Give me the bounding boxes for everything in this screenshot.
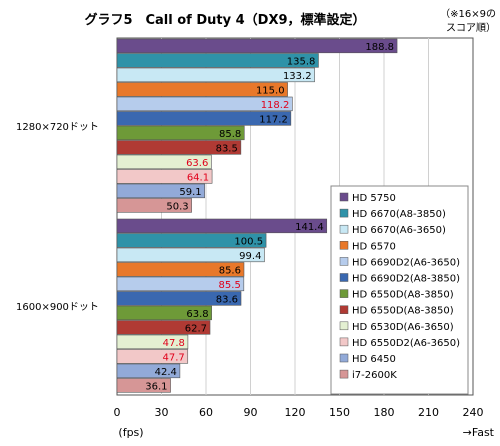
- bar-value-label: 133.2: [283, 71, 312, 82]
- bar-value-label: 85.5: [219, 280, 241, 291]
- bar-value-label: 135.8: [287, 56, 316, 67]
- bar: [116, 218, 328, 234]
- legend-label: HD 6670(A8-3850): [352, 209, 446, 220]
- legend-swatch: [339, 192, 349, 202]
- x-tick-label: 30: [155, 406, 169, 419]
- legend-label: HD 5750: [352, 193, 396, 204]
- bar: [116, 233, 267, 248]
- x-tick-label: 240: [463, 406, 484, 419]
- legend-label: HD 6450: [352, 354, 396, 365]
- legend-label: i7-2600K: [352, 370, 397, 381]
- bar-value-label: 115.0: [256, 85, 285, 96]
- legend-swatch: [339, 273, 349, 282]
- x-tick-label: 120: [285, 406, 306, 419]
- group-label: 1280×720ドット: [16, 122, 99, 133]
- bar: [116, 183, 205, 199]
- x-tick-label: 90: [244, 406, 258, 419]
- legend-swatch: [339, 241, 349, 250]
- bar-value-label: 83.6: [216, 294, 238, 305]
- bar: [116, 334, 189, 350]
- legend-swatch: [339, 369, 349, 379]
- legend-label: HD 6550D2(A6-3650): [352, 338, 460, 349]
- bar: [116, 320, 211, 335]
- bar: [116, 198, 192, 213]
- legend-swatch: [339, 208, 349, 218]
- bar: [116, 363, 181, 379]
- bar-value-label: 85.8: [219, 129, 241, 140]
- bar-value-label: 141.4: [295, 222, 324, 233]
- bar: [116, 262, 245, 277]
- legend-label: HD 6690D2(A6-3650): [352, 257, 460, 268]
- x-tick-label: 0: [114, 406, 121, 419]
- x-axis-title: (fps): [118, 426, 143, 439]
- x-tick-label: 210: [418, 406, 439, 419]
- bar: [116, 247, 265, 263]
- chart-note-line1: （※16×9の: [440, 8, 496, 20]
- bar-value-label: 83.5: [216, 143, 238, 154]
- x-tick-label: 180: [374, 406, 395, 419]
- legend-swatch: [339, 224, 349, 234]
- bar: [116, 154, 212, 170]
- bar-value-label: 118.2: [261, 100, 290, 111]
- bar: [116, 378, 171, 393]
- legend-swatch: [339, 257, 349, 266]
- bar: [116, 38, 398, 54]
- bar-value-label: 62.7: [185, 323, 207, 334]
- bar: [116, 276, 245, 292]
- legend-label: HD 6550D(A8-3850): [352, 290, 454, 301]
- legend-box: [330, 185, 469, 395]
- bar: [116, 291, 242, 306]
- bar-value-label: 63.8: [186, 309, 208, 320]
- bar-value-label: 188.8: [365, 42, 394, 53]
- bar-value-label: 100.5: [234, 236, 263, 247]
- bar-value-label: 63.6: [186, 158, 208, 169]
- bar-value-label: 59.1: [179, 187, 201, 198]
- legend-swatch: [339, 305, 349, 314]
- bar-value-label: 42.4: [155, 367, 177, 378]
- bar: [116, 67, 315, 83]
- legend-swatch: [339, 337, 349, 347]
- bar-value-label: 36.1: [145, 381, 167, 392]
- legend-label: HD 6670(A6-3650): [352, 225, 446, 236]
- chart-title: グラフ5 Call of Duty 4（DX9，標準設定）: [84, 12, 365, 28]
- bar: [116, 53, 319, 68]
- bar: [116, 305, 212, 321]
- legend-label: HD 6690D2(A8-3850): [352, 274, 460, 285]
- bar: [116, 96, 293, 112]
- bar-value-label: 64.1: [187, 172, 209, 183]
- legend-label: HD 6570: [352, 241, 396, 252]
- legend-swatch: [339, 321, 349, 331]
- bar: [116, 169, 213, 184]
- bar: [116, 111, 292, 126]
- bar: [116, 125, 245, 141]
- bar-value-label: 99.4: [239, 251, 261, 262]
- x-tick-label: 60: [199, 406, 213, 419]
- legend-label: HD 6550D(A8-3850): [352, 306, 454, 317]
- bar: [116, 140, 242, 155]
- legend-swatch: [339, 289, 349, 298]
- bar-value-label: 85.6: [219, 265, 241, 276]
- bar-value-label: 47.8: [163, 338, 185, 349]
- bar-value-label: 47.7: [162, 352, 184, 363]
- bar: [116, 349, 189, 364]
- x-direction-label: →Fast: [463, 426, 495, 439]
- chart-note-line2: スコア順）: [446, 22, 496, 34]
- bar: [116, 82, 288, 97]
- group-label: 1600×900ドット: [16, 302, 99, 313]
- x-tick-label: 150: [329, 406, 350, 419]
- bar-value-label: 50.3: [166, 201, 188, 212]
- legend-label: HD 6530D(A6-3650): [352, 322, 454, 333]
- bar-value-label: 117.2: [259, 114, 288, 125]
- legend-swatch: [339, 353, 349, 363]
